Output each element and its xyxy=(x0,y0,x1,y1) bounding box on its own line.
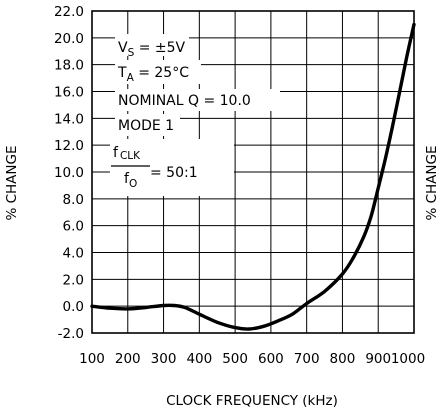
y-tick-label: 22.0 xyxy=(54,4,84,20)
x-axis-label: CLOCK FREQUENCY (kHz) xyxy=(166,393,338,409)
annotation-mode: MODE 1 xyxy=(118,118,174,134)
y-tick-label: 2.0 xyxy=(63,272,84,288)
annotation-ratio-numerator: f CLK xyxy=(113,145,141,162)
y-tick-label: 4.0 xyxy=(63,246,84,262)
annotation-ratio-denominator: fO xyxy=(124,171,137,190)
annotation-vs: VS = ±5V xyxy=(118,40,186,59)
x-tick-label: 900 xyxy=(365,351,391,367)
annotation-ta: TA = 25°C xyxy=(117,65,189,84)
y-axis-label-right: % CHANGE xyxy=(424,145,438,220)
y-axis-label-left: % CHANGE xyxy=(4,145,20,220)
annotation-nominal-q: NOMINAL Q = 10.0 xyxy=(118,93,251,109)
y-tick-label: 12.0 xyxy=(54,138,84,154)
y-tick-label: 6.0 xyxy=(63,219,84,235)
x-tick-label: 1000 xyxy=(391,351,425,367)
x-tick-labels: 100 200 300 400 500 600 700 800 900 1000 xyxy=(79,351,425,367)
annotation-bg-mode xyxy=(115,114,180,136)
x-tick-label: 500 xyxy=(222,351,248,367)
x-tick-label: 800 xyxy=(330,351,356,367)
y-tick-label: -2.0 xyxy=(58,326,84,342)
y-tick-label: 8.0 xyxy=(63,192,84,208)
plot-frame xyxy=(91,10,415,334)
annotation-bg-ratio xyxy=(110,139,234,196)
y-tick-label: 20.0 xyxy=(54,31,84,47)
annotation-bg-nominal xyxy=(115,89,280,111)
annotation-bg-ta xyxy=(115,60,201,84)
y-tick-label: 16.0 xyxy=(54,85,84,101)
x-tick-label: 700 xyxy=(294,351,320,367)
x-tick-label: 100 xyxy=(79,351,105,367)
series-line xyxy=(90,22,416,331)
x-tick-label: 600 xyxy=(258,351,284,367)
y-tick-label: 0.0 xyxy=(63,299,84,315)
y-tick-label: 14.0 xyxy=(54,111,84,127)
annotation-bg-vs xyxy=(115,34,189,56)
x-tick-label: 300 xyxy=(151,351,177,367)
y-tick-labels: -2.0 0.0 2.0 4.0 6.0 8.0 10.0 12.0 14.0 16.0 18.0 2… xyxy=(54,4,84,342)
y-tick-label: 10.0 xyxy=(54,165,84,181)
annotation-ratio-value: = 50:1 xyxy=(150,165,198,181)
x-tick-label: 200 xyxy=(115,351,141,367)
y-tick-label: 18.0 xyxy=(54,58,84,74)
x-tick-label: 400 xyxy=(186,351,212,367)
